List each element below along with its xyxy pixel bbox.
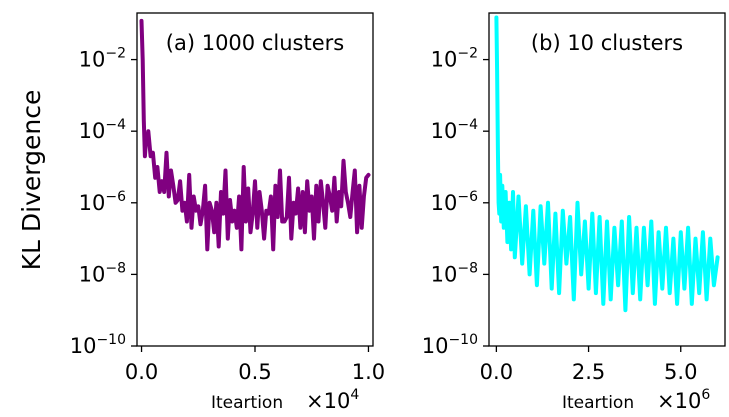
- panel-b-x-offset-base: ×10: [657, 389, 701, 413]
- panel-b: (b) 10 clusters 10−210−410−610−810−10 0.…: [422, 12, 726, 413]
- panel-a-y-tick-label: 10−2: [79, 46, 126, 72]
- panel-a-series-line: [139, 18, 371, 252]
- panel-b-y-tick-exponent: −2: [457, 46, 478, 62]
- panel-a-y-tick-label: 10−6: [79, 189, 126, 215]
- panel-b-x-tick-label: 5.0: [664, 360, 697, 384]
- panel-b-x-offset-exponent: 6: [701, 387, 710, 403]
- panel-a-y-tick-exponent: −8: [105, 260, 126, 276]
- panel-a-y-tick-base: 10: [70, 334, 97, 358]
- panel-a-x-tick-label: 1.0: [352, 360, 385, 384]
- panel-b-y-tick-exponent: −10: [448, 332, 478, 348]
- panel-a-x-tick-label: 0.0: [125, 360, 158, 384]
- panel-b-y-tick-exponent: −8: [457, 260, 478, 276]
- panel-b-y-tick-label: 10−8: [431, 260, 478, 286]
- panel-a-y-tick-label: 10−8: [79, 260, 126, 286]
- panel-a-x-axis-label: Iteartion: [211, 393, 283, 413]
- panel-b-x-tick-label: 2.5: [572, 360, 605, 384]
- panel-a-x-tick-label: 0.5: [238, 360, 271, 384]
- panel-a-y-tick-base: 10: [79, 119, 106, 143]
- panel-b-x-ticks: 0.0 2.5 5.0: [480, 346, 697, 384]
- panel-b-x-axis-label: Iteartion: [562, 393, 634, 413]
- panel-a-series-layer: [139, 18, 371, 252]
- panel-b-series-layer: [494, 15, 720, 313]
- panel-b-y-tick-exponent: −6: [457, 189, 478, 205]
- panel-a-y-ticks: 10−210−410−610−810−10: [70, 46, 137, 358]
- panel-b-x-tick-label: 0.0: [480, 360, 513, 384]
- panel-a-y-tick-exponent: −2: [105, 46, 126, 62]
- panel-b-y-tick-base: 10: [431, 191, 458, 215]
- panel-a-y-tick-base: 10: [79, 262, 106, 286]
- panel-a-y-tick-base: 10: [79, 191, 106, 215]
- panel-b-y-tick-base: 10: [422, 334, 449, 358]
- panel-b-y-tick-label: 10−10: [422, 332, 478, 358]
- panel-a-x-ticks: 0.0 0.5 1.0: [125, 346, 385, 384]
- panel-b-y-tick-base: 10: [431, 119, 458, 143]
- panel-a-y-tick-label: 10−4: [79, 117, 126, 143]
- panel-b-title: (b) 10 clusters: [531, 31, 683, 55]
- panel-a-x-offset-exponent: 4: [350, 387, 359, 403]
- panel-a-y-tick-exponent: −6: [105, 189, 126, 205]
- panel-b-y-ticks: 10−210−410−610−810−10: [422, 46, 489, 358]
- panel-a-y-tick-label: 10−10: [70, 332, 126, 358]
- panel-b-y-tick-exponent: −4: [457, 117, 478, 133]
- panel-b-y-tick-label: 10−6: [431, 189, 478, 215]
- panel-b-y-tick-label: 10−4: [431, 117, 478, 143]
- panel-b-series-line: [494, 15, 720, 313]
- panel-b-y-tick-base: 10: [431, 48, 458, 72]
- panel-a-x-offset-base: ×10: [306, 389, 350, 413]
- panel-a: (a) 1000 clusters 10−210−410−610−810−10 …: [70, 12, 385, 413]
- panel-b-y-tick-label: 10−2: [431, 46, 478, 72]
- panel-a-y-tick-base: 10: [79, 48, 106, 72]
- y-axis-label: KL Divergence: [17, 90, 46, 271]
- panel-a-x-offset: ×104: [306, 387, 359, 413]
- panel-a-y-tick-exponent: −4: [105, 117, 126, 133]
- panel-b-frame: [488, 12, 726, 347]
- panel-a-y-tick-exponent: −10: [96, 332, 126, 348]
- panel-b-y-tick-base: 10: [431, 262, 458, 286]
- panel-b-x-offset: ×106: [657, 387, 710, 413]
- panel-a-title: (a) 1000 clusters: [166, 31, 344, 55]
